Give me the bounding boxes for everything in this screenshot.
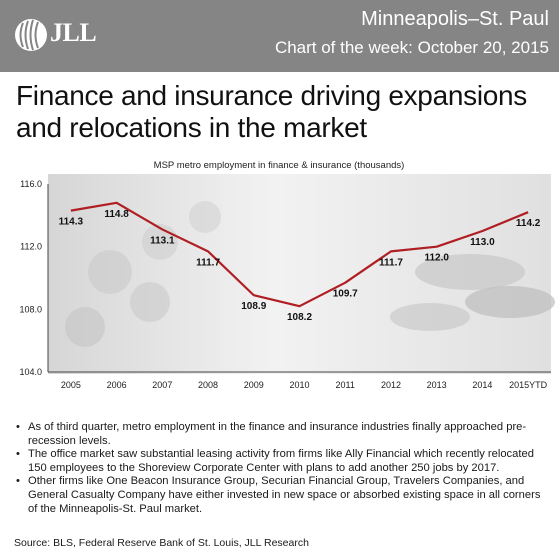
data-label: 114.2 xyxy=(516,218,541,229)
x-tick-label: 2013 xyxy=(427,380,447,390)
x-tick-label: 2011 xyxy=(336,380,355,390)
x-tick-label: 2015YTD xyxy=(509,380,548,390)
data-label: 114.8 xyxy=(104,209,129,220)
data-label: 108.2 xyxy=(287,312,312,323)
y-tick-label: 108.0 xyxy=(19,304,42,314)
header-bar: JLL Minneapolis–St. Paul Chart of the we… xyxy=(0,0,559,72)
y-tick-label: 116.0 xyxy=(20,179,42,189)
commentary-bullet: Other firms like One Beacon Insurance Gr… xyxy=(14,475,549,516)
logo-text: JLL xyxy=(50,18,97,47)
data-label: 109.7 xyxy=(333,289,358,300)
data-label: 114.3 xyxy=(59,217,84,228)
y-tick-label: 104.0 xyxy=(19,367,42,377)
data-label: 108.9 xyxy=(241,301,266,312)
chart-background-photo xyxy=(48,174,555,374)
x-tick-label: 2007 xyxy=(152,380,172,390)
data-label: 111.7 xyxy=(196,257,220,268)
commentary-bullet: As of third quarter, metro employment in… xyxy=(14,421,549,448)
employment-line-chart: MSP metro employment in finance & insura… xyxy=(19,160,555,390)
x-tick-label: 2010 xyxy=(289,380,309,390)
jll-logo-icon xyxy=(15,19,47,51)
data-label: 111.7 xyxy=(379,257,403,268)
commentary-bullet: The office market saw substantial leasin… xyxy=(14,448,549,475)
commentary-list: As of third quarter, metro employment in… xyxy=(14,421,549,516)
x-tick-label: 2006 xyxy=(107,380,127,390)
data-label: 113.1 xyxy=(150,235,175,246)
x-tick-label: 2012 xyxy=(381,380,401,390)
x-tick-label: 2005 xyxy=(61,380,81,390)
data-label: 113.0 xyxy=(470,237,495,248)
x-tick-label: 2009 xyxy=(244,380,264,390)
data-label: 112.0 xyxy=(424,253,449,264)
chart-title: MSP metro employment in finance & insura… xyxy=(154,160,405,171)
y-tick-label: 112.0 xyxy=(20,242,42,252)
source-note: Source: BLS, Federal Reserve Bank of St.… xyxy=(14,537,309,549)
header-city: Minneapolis–St. Paul xyxy=(361,8,549,30)
x-tick-label: 2008 xyxy=(198,380,218,390)
header-date: Chart of the week: October 20, 2015 xyxy=(274,38,549,57)
page-title: Finance and insurance driving expansions… xyxy=(16,80,527,143)
x-tick-label: 2014 xyxy=(472,380,492,390)
